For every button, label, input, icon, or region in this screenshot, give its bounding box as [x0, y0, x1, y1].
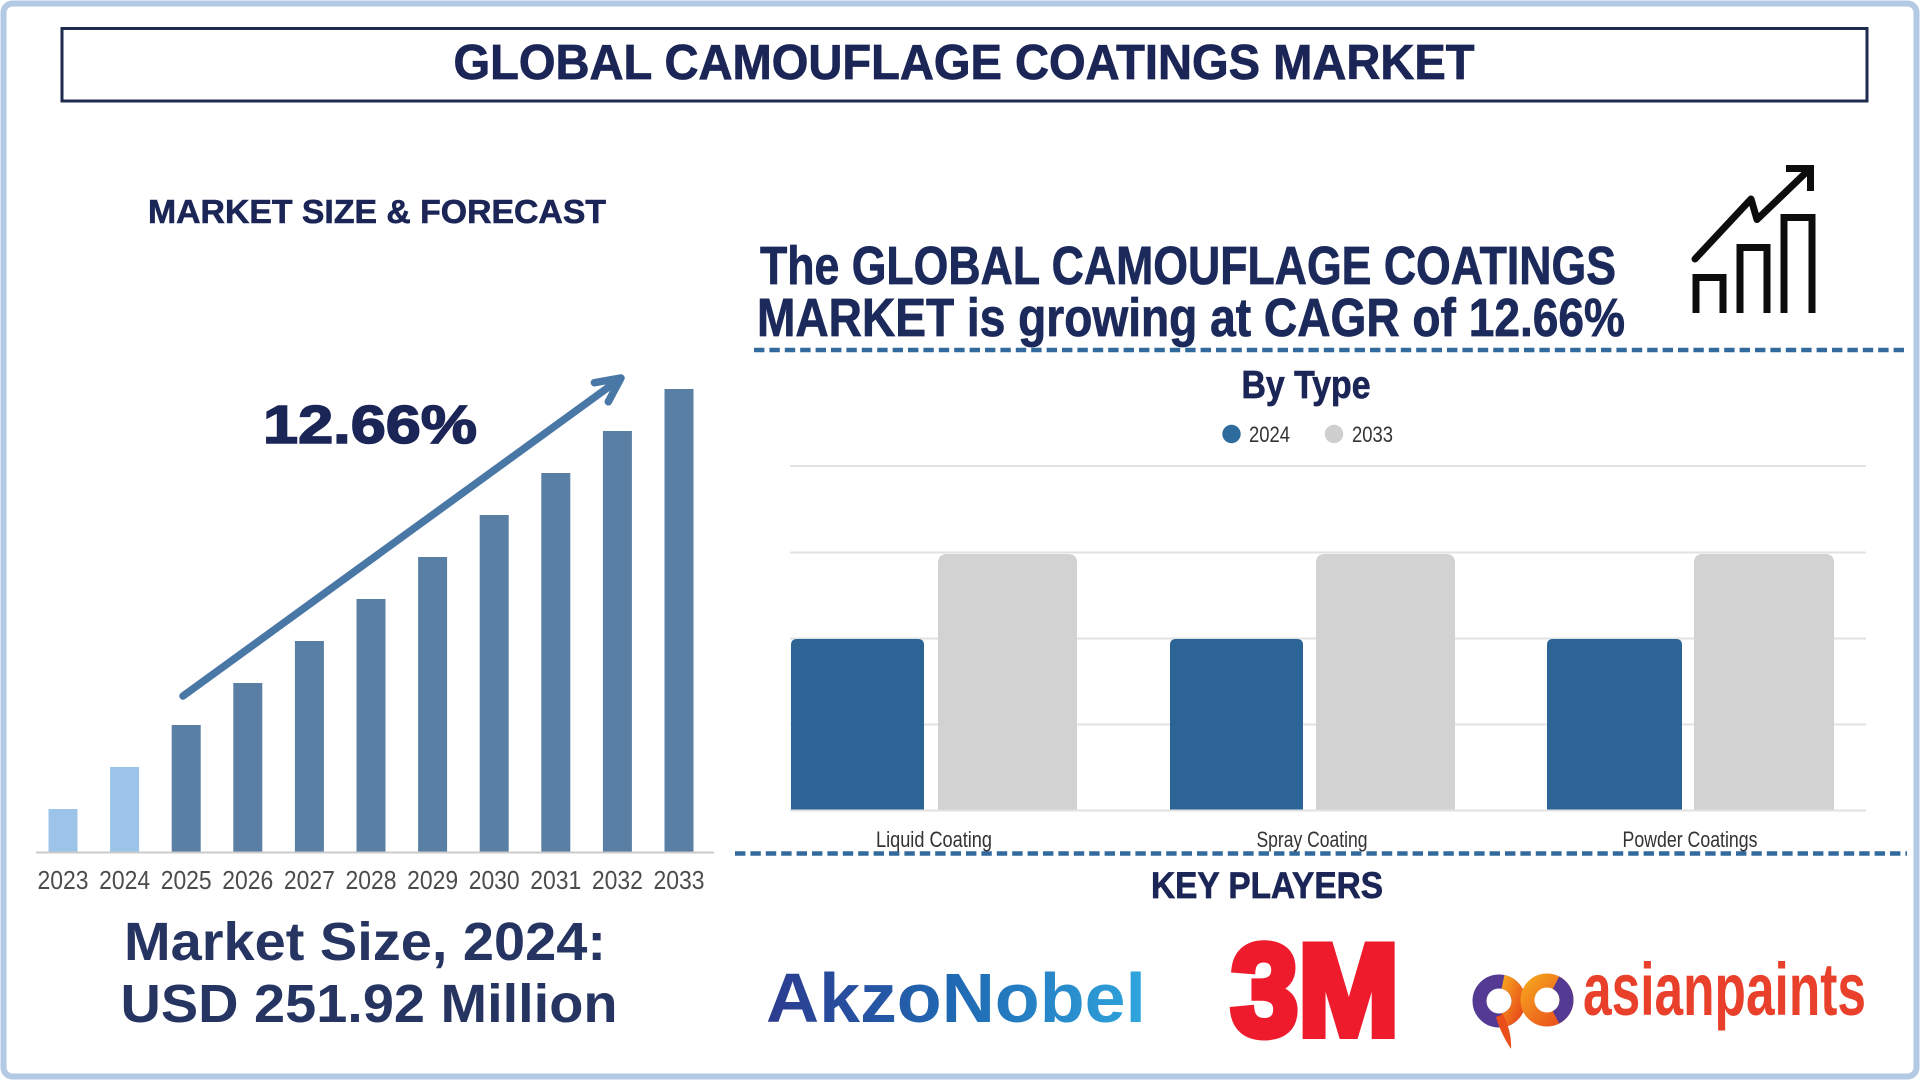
svg-text:2033: 2033 [1352, 422, 1393, 447]
svg-text:Powder Coatings: Powder Coatings [1623, 827, 1758, 852]
svg-text:AkzoNobel: AkzoNobel [766, 959, 1146, 1037]
svg-text:USD 251.92 Million: USD 251.92 Million [121, 974, 618, 1034]
svg-text:2023: 2023 [38, 865, 89, 895]
svg-text:12.66%: 12.66% [263, 395, 477, 455]
svg-text:2025: 2025 [161, 865, 212, 895]
svg-text:GLOBAL CAMOUFLAGE COATINGS MAR: GLOBAL CAMOUFLAGE COATINGS MARKET [454, 36, 1475, 90]
svg-text:MARKET SIZE & FORECAST: MARKET SIZE & FORECAST [148, 193, 606, 230]
svg-text:2030: 2030 [469, 865, 520, 895]
svg-text:The GLOBAL CAMOUFLAGE COATINGS: The GLOBAL CAMOUFLAGE COATINGS [760, 236, 1616, 296]
svg-text:2033: 2033 [654, 865, 705, 895]
svg-text:2024: 2024 [1249, 422, 1290, 447]
svg-text:Liquid Coating: Liquid Coating [876, 827, 992, 852]
svg-text:2026: 2026 [222, 865, 273, 895]
svg-text:2028: 2028 [346, 865, 397, 895]
svg-text:asianpaints: asianpaints [1583, 948, 1866, 1031]
svg-text:MARKET is growing at CAGR of 1: MARKET is growing at CAGR of 12.66% [757, 288, 1625, 348]
svg-text:By Type: By Type [1242, 364, 1371, 407]
svg-text:2027: 2027 [284, 865, 335, 895]
svg-text:2032: 2032 [592, 865, 643, 895]
svg-text:2029: 2029 [407, 865, 458, 895]
svg-text:2031: 2031 [530, 865, 581, 895]
svg-text:Spray Coating: Spray Coating [1257, 827, 1368, 852]
svg-text:2024: 2024 [99, 865, 150, 895]
svg-text:3M: 3M [1231, 917, 1399, 1063]
svg-text:Market Size, 2024:: Market Size, 2024: [124, 912, 606, 972]
svg-text:KEY PLAYERS: KEY PLAYERS [1151, 865, 1383, 906]
